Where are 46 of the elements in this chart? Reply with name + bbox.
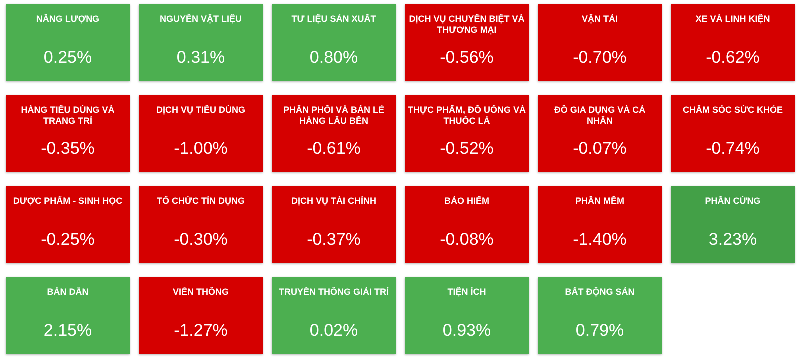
category-label: BẢO HIỂM — [444, 196, 490, 207]
data-label: -0.62% — [705, 48, 761, 68]
category-label: BẤT ĐỘNG SẢN — [565, 287, 635, 298]
category-label: XE VÀ LINH KIỆN — [696, 14, 770, 25]
category-label: CHĂM SÓC SỨC KHỎE — [683, 105, 783, 116]
category-label: TỔ CHỨC TÍN DỤNG — [157, 196, 245, 207]
data-label: -0.56% — [439, 48, 495, 68]
data-label: 3.23% — [708, 230, 758, 250]
data-label: -0.70% — [572, 48, 628, 68]
category-label: VẬN TẢI — [582, 14, 618, 25]
category-label: DƯỢC PHẨM - SINH HỌC — [13, 196, 123, 207]
category-label: NĂNG LƯỢNG — [36, 14, 100, 25]
data-label: -1.40% — [572, 230, 628, 250]
data-label: 0.79% — [574, 321, 626, 341]
category-label: HÀNG TIÊU DÙNG VÀ TRANG TRÍ — [20, 105, 116, 127]
category-label: DỊCH VỤ TÀI CHÍNH — [292, 196, 376, 207]
data-label: -0.35% — [40, 139, 96, 159]
data-label: -0.08% — [439, 230, 495, 250]
data-label: -1.27% — [173, 321, 229, 341]
data-label: -0.07% — [572, 139, 628, 159]
category-label: TIỆN ÍCH — [448, 287, 486, 298]
category-label: BÁN DẪN — [47, 287, 89, 298]
data-label: 0.25% — [42, 48, 94, 68]
data-label: 2.15% — [42, 321, 94, 341]
category-label: VIỄN THÔNG — [172, 287, 229, 298]
category-label: DỊCH VỤ CHUYÊN BIỆT VÀ THƯƠNG MẠI — [408, 14, 526, 36]
category-label: PHẦN MỀM — [576, 196, 624, 207]
data-label: 0.80% — [308, 48, 360, 68]
category-label: THỰC PHẨM, ĐỒ UỐNG VÀ THUỐC LÁ — [408, 105, 526, 127]
data-label: 0.31% — [176, 48, 226, 68]
data-label: -0.30% — [173, 230, 229, 250]
category-label: TƯ LIỆU SẢN XUẤT — [292, 14, 376, 25]
data-label: 0.02% — [308, 321, 360, 341]
category-label: TRUYỀN THÔNG GIẢI TRÍ — [279, 287, 389, 298]
data-label: -0.52% — [439, 139, 495, 159]
data-label: -0.37% — [306, 230, 362, 250]
category-label: NGUYÊN VẬT LIỆU — [160, 14, 242, 25]
category-label: PHÂN PHỐI VÀ BÁN LẺ HÀNG LÂU BỀN — [282, 105, 386, 127]
category-label: DỊCH VỤ TIÊU DÙNG — [156, 105, 246, 116]
data-label: -1.00% — [173, 139, 229, 159]
data-label: -0.74% — [705, 139, 761, 159]
data-label: -0.25% — [40, 230, 96, 250]
data-label: -0.61% — [306, 139, 362, 159]
data-label: 0.93% — [442, 321, 492, 341]
category-label: PHẦN CỨNG — [705, 196, 761, 207]
category-label: ĐỒ GIA DỤNG VÀ CÁ NHÂN — [553, 105, 647, 127]
